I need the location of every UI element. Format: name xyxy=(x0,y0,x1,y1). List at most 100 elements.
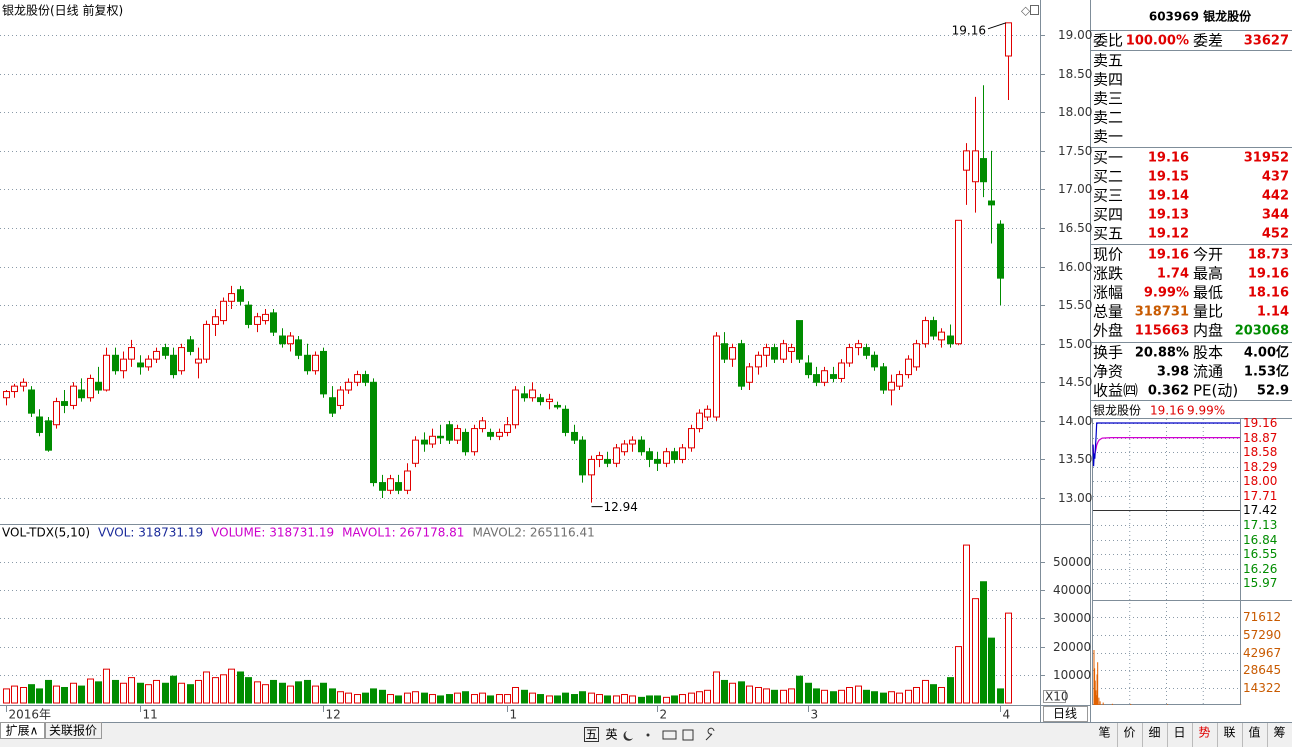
volume-bar xyxy=(755,686,762,704)
volume-bar xyxy=(412,691,419,704)
candle-body xyxy=(153,350,160,360)
quote-value: 33627 xyxy=(1244,34,1289,49)
candle-body xyxy=(554,404,561,408)
multiplier-box xyxy=(1043,690,1066,703)
right-tab[interactable]: 值 xyxy=(1248,725,1260,740)
buy-volume: 442 xyxy=(1262,189,1289,204)
candle-body xyxy=(137,362,144,368)
mini-y-label: 17.13 xyxy=(1243,518,1277,532)
volume-bar xyxy=(838,689,845,704)
icon-window[interactable] xyxy=(1030,5,1039,15)
candle-body xyxy=(579,439,586,476)
candle-body xyxy=(846,347,853,364)
quote-label: 最低 xyxy=(1193,284,1223,302)
volume-bar xyxy=(955,646,962,704)
candle-body xyxy=(905,358,912,376)
candle-body xyxy=(61,401,68,406)
volume-bar xyxy=(721,679,728,704)
volume-bar xyxy=(988,637,995,704)
volume-bar xyxy=(228,668,235,704)
volume-bar xyxy=(830,691,837,704)
candle-body xyxy=(78,389,85,399)
candle-body xyxy=(955,219,962,345)
y-tick-label: 40000 xyxy=(1053,583,1091,597)
candle-body xyxy=(354,374,361,383)
volume-bar xyxy=(370,688,377,704)
toolbar-label[interactable]: 英 xyxy=(605,728,617,742)
candle-body xyxy=(888,381,895,391)
right-tab[interactable]: 笔 xyxy=(1098,725,1110,740)
buy-price: 19.12 xyxy=(1148,227,1189,242)
candle-body xyxy=(746,366,753,383)
mini-volume-label: 42967 xyxy=(1243,646,1281,660)
candle-body xyxy=(295,339,302,356)
icon-moon[interactable] xyxy=(623,731,633,741)
quote-label: 委比 xyxy=(1093,32,1123,50)
volume-header: VVOL: 318731.19 xyxy=(98,526,203,540)
sell-label: 卖四 xyxy=(1093,71,1123,89)
icon-keyboard[interactable] xyxy=(662,730,677,740)
candle-body xyxy=(462,431,469,453)
right-tab[interactable]: 日 xyxy=(1173,726,1185,740)
y-tick-label: 17.00 xyxy=(1058,182,1092,196)
candle-body xyxy=(571,431,578,441)
candle-body xyxy=(128,347,135,360)
candle-body xyxy=(671,451,678,460)
candle-body xyxy=(370,381,377,484)
mini-volume-label: 14322 xyxy=(1243,681,1281,695)
tab[interactable] xyxy=(45,722,102,739)
right-tab[interactable]: 势 xyxy=(1198,726,1210,740)
right-tab[interactable]: 价 xyxy=(1123,726,1135,740)
quote-value: 318731 xyxy=(1135,305,1189,320)
y-tick-label: 16.00 xyxy=(1058,260,1092,274)
candle-body xyxy=(537,397,544,403)
tab[interactable] xyxy=(0,722,45,739)
volume-bar xyxy=(429,694,436,704)
tab-label[interactable]: 关联报价 xyxy=(49,723,97,738)
right-tab[interactable]: 细 xyxy=(1148,726,1160,740)
candle-body xyxy=(404,470,411,491)
candle-body xyxy=(813,374,820,383)
volume-bar xyxy=(270,679,277,704)
volume-bar xyxy=(704,689,711,704)
volume-bar xyxy=(404,692,411,704)
candle-body xyxy=(220,300,227,322)
y-tick-label: 13.50 xyxy=(1058,452,1092,466)
volume-bar xyxy=(537,694,544,704)
candle-body xyxy=(654,458,661,464)
mini-y-label: 17.71 xyxy=(1243,489,1277,503)
candle-body xyxy=(788,347,795,352)
candle-body xyxy=(738,343,745,387)
volume-bar xyxy=(947,677,954,704)
volume-bar xyxy=(345,692,352,704)
volume-bar xyxy=(922,679,929,704)
right-tab[interactable]: 筹 xyxy=(1273,726,1285,740)
candle-body xyxy=(821,370,828,383)
y-tick-label: 18.50 xyxy=(1058,67,1092,81)
volume-bar xyxy=(11,685,18,704)
icon-tool[interactable] xyxy=(705,727,715,741)
toolbar-label[interactable]: 五 xyxy=(585,728,597,742)
candle-body xyxy=(529,389,536,399)
volume-bar xyxy=(562,692,569,704)
quote-label: 收益㈣ xyxy=(1093,382,1138,400)
period-label[interactable]: 日线 xyxy=(1053,707,1077,721)
candle-body xyxy=(387,478,394,491)
mini-volume-label: 57290 xyxy=(1243,628,1281,642)
right-tab[interactable]: 联 xyxy=(1223,726,1235,740)
volume-bar xyxy=(145,684,152,704)
icon-diamond[interactable]: ◇ xyxy=(1021,4,1031,18)
volume-bar xyxy=(103,668,110,704)
icon-grid[interactable] xyxy=(682,729,694,741)
x-tick-label: 2016年 xyxy=(9,708,52,722)
candle-body xyxy=(663,451,670,464)
volume-bar xyxy=(805,682,812,704)
quote-label: 外盘 xyxy=(1093,322,1123,340)
candle-body xyxy=(896,374,903,387)
volume-bar xyxy=(496,694,503,704)
volume-bar xyxy=(153,679,160,704)
quote-value: 18.16 xyxy=(1248,286,1289,301)
candle-body xyxy=(646,451,653,460)
tab-label[interactable]: 扩展∧ xyxy=(6,724,39,738)
icon-dot[interactable] xyxy=(646,733,650,737)
